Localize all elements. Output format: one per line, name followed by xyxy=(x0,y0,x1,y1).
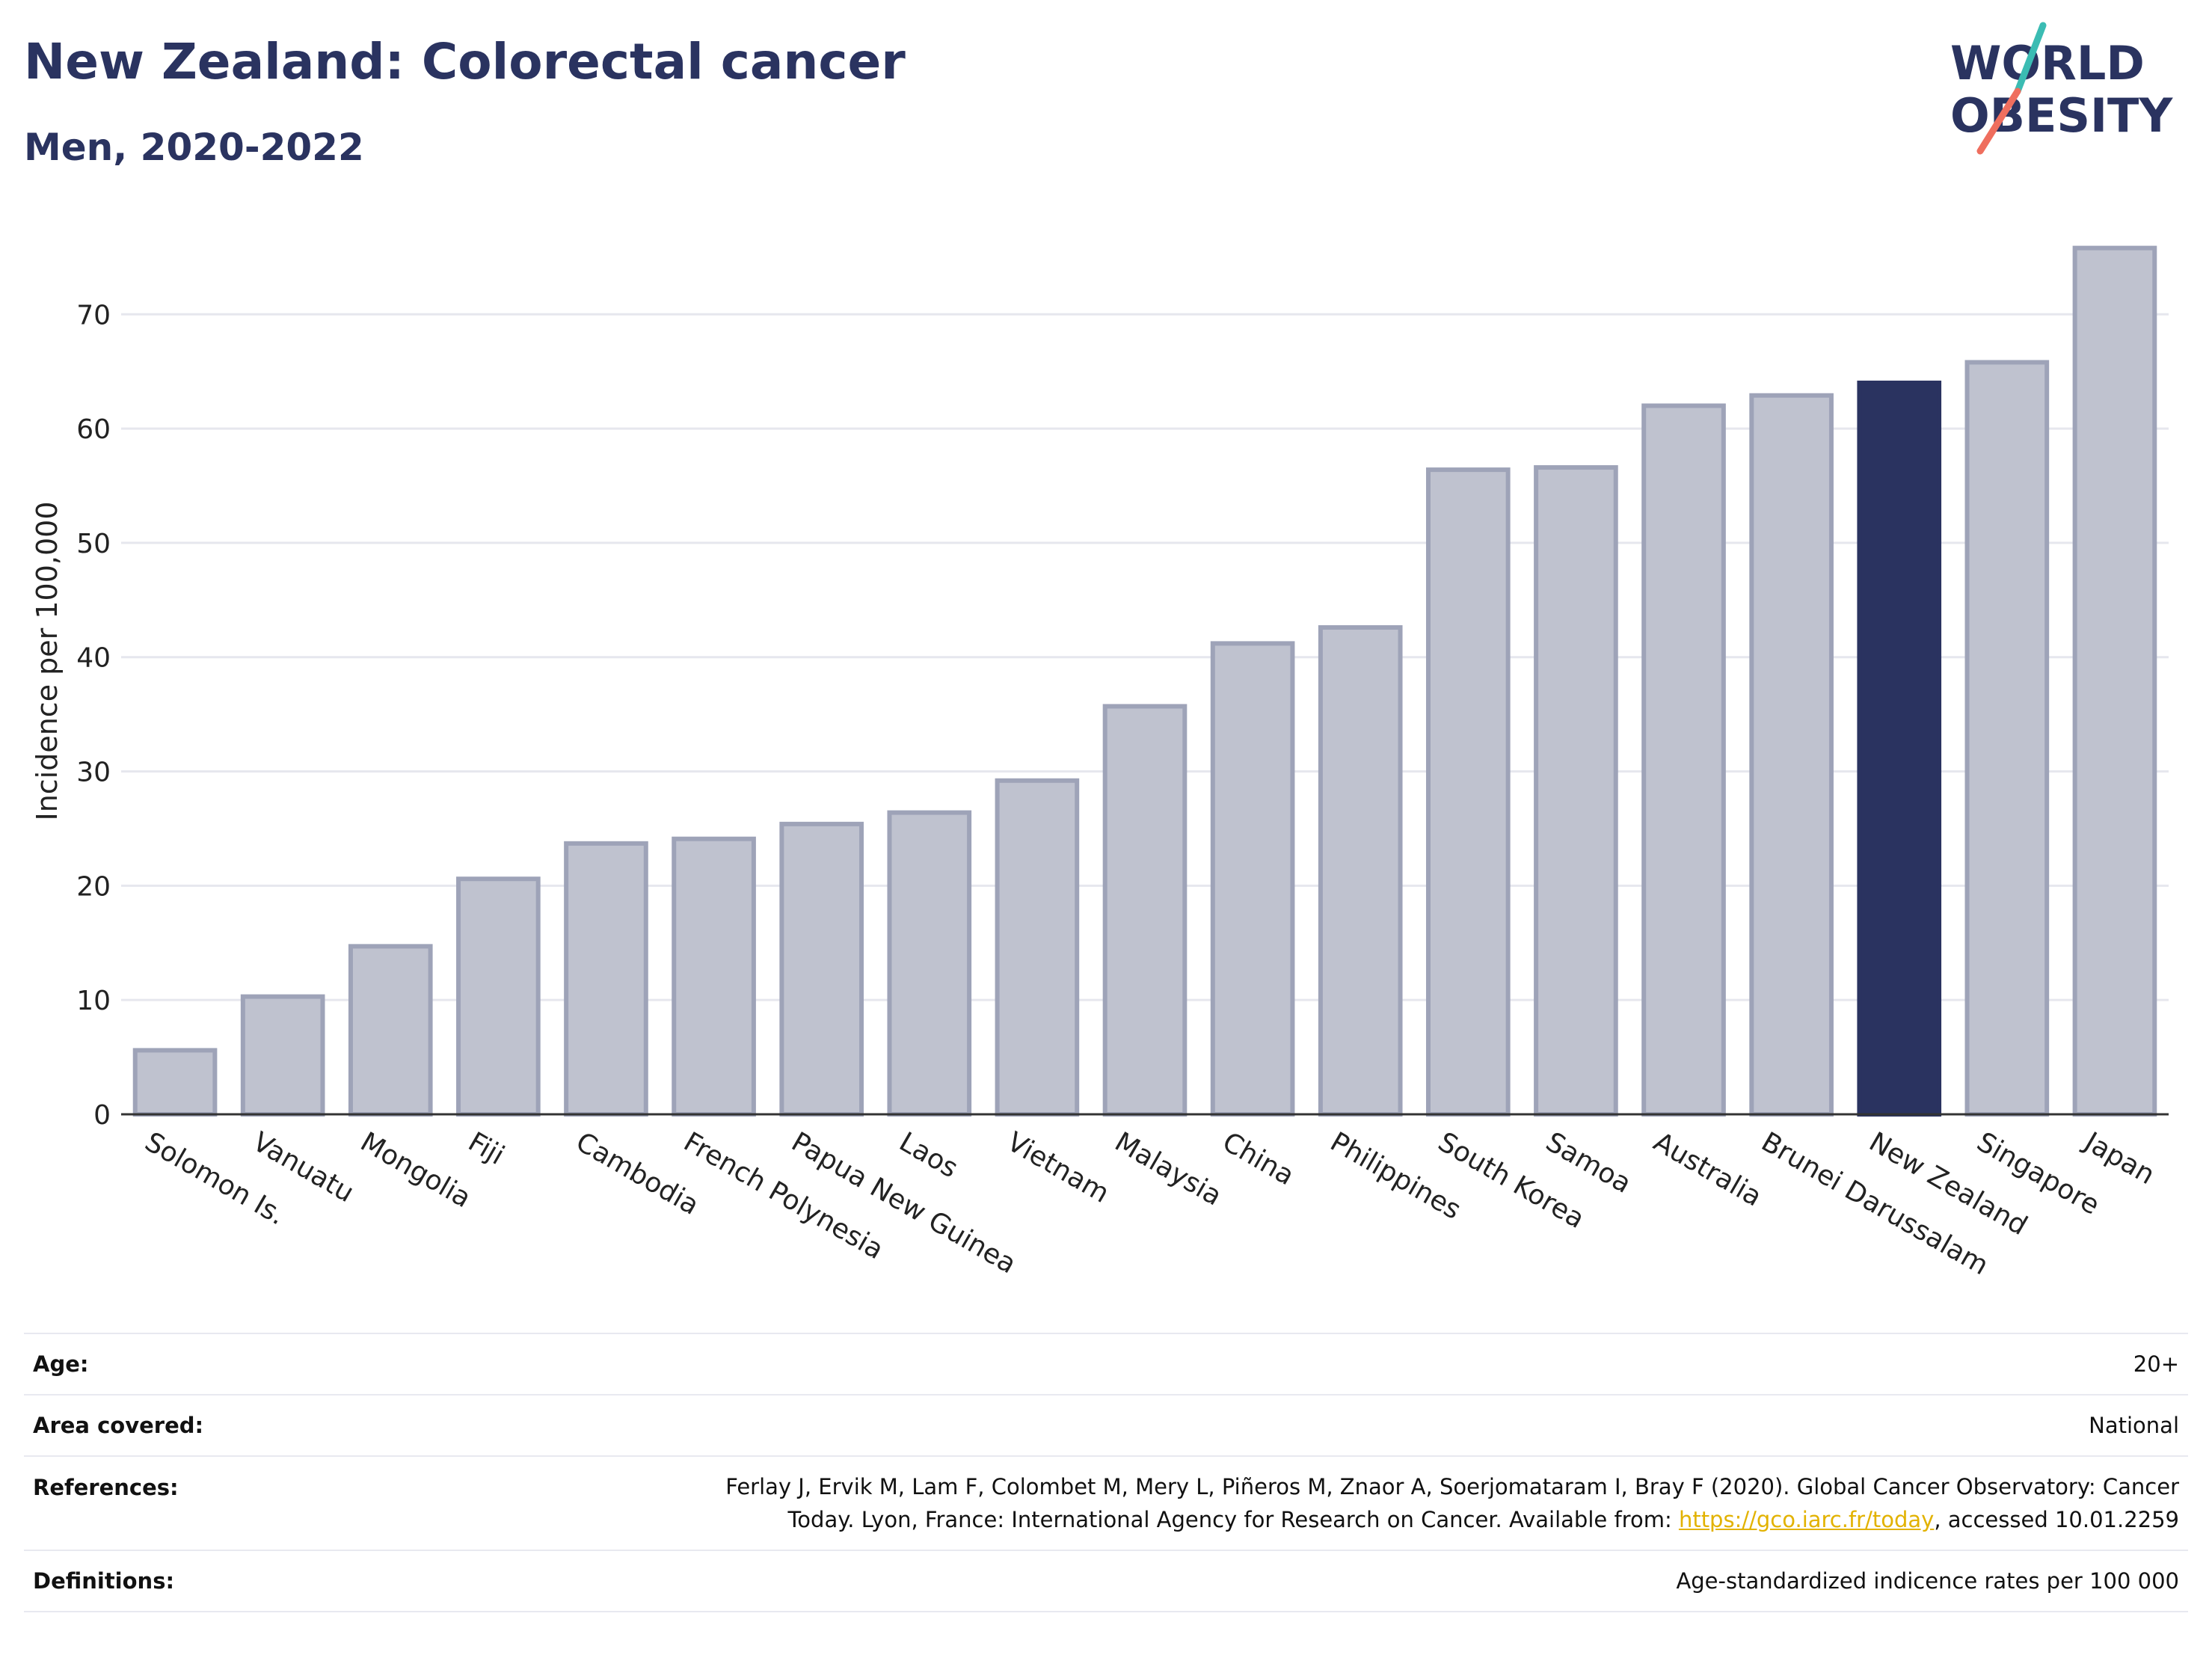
x-tick-label: Australia xyxy=(1648,1126,1766,1212)
bar-philippines xyxy=(1318,624,1403,1117)
bar-new-zealand xyxy=(1857,380,1942,1117)
x-tick-label: China xyxy=(1217,1126,1300,1191)
x-tick-label: Laos xyxy=(894,1126,962,1184)
chart-subtitle: Men, 2020-2022 xyxy=(24,126,364,169)
x-tick-label: Malaysia xyxy=(1110,1126,1227,1212)
x-tick-label: Japan xyxy=(2078,1126,2160,1191)
definitions-value: Age-standardized indicence rates per 100… xyxy=(341,1550,2188,1612)
references-line-2: Today. Lyon, France: International Agenc… xyxy=(350,1503,2179,1536)
x-tick-label: Vietnam xyxy=(1002,1126,1114,1209)
x-tick-label: Cambodia xyxy=(571,1126,704,1221)
bar-fiji xyxy=(456,876,541,1117)
x-tick-label: Mongolia xyxy=(355,1126,476,1214)
area-value: National xyxy=(341,1394,2188,1456)
y-axis-label: Incidence per 100,000 xyxy=(31,501,64,820)
info-row-age: Age: 20+ xyxy=(24,1333,2188,1395)
bars xyxy=(132,245,2157,1117)
bar-south-korea xyxy=(1425,467,1511,1117)
bar-solomon-is xyxy=(132,1048,218,1117)
references-accessed: , accessed 10.01.2259 xyxy=(1934,1507,2179,1532)
info-row-area: Area covered: National xyxy=(24,1394,2188,1456)
logo-slash-teal xyxy=(2014,22,2047,95)
logo-slash-coral xyxy=(1976,87,2021,155)
y-tick-label: 30 xyxy=(76,758,111,788)
area-label: Area covered: xyxy=(24,1394,341,1456)
y-tick-label: 60 xyxy=(76,414,111,445)
chart-title: New Zealand: Colorectal cancer xyxy=(24,33,906,90)
y-tick-label: 0 xyxy=(93,1100,111,1131)
y-tick-label: 20 xyxy=(76,871,111,902)
references-text: Today. Lyon, France: International Agenc… xyxy=(787,1507,1679,1532)
bar-french-polynesia xyxy=(672,836,756,1117)
x-tick-label: Fiji xyxy=(463,1126,509,1171)
info-row-definitions: Definitions: Age-standardized indicence … xyxy=(24,1550,2188,1612)
references-label: References: xyxy=(24,1455,341,1550)
bar-cambodia xyxy=(564,841,648,1117)
bar-japan xyxy=(2072,245,2157,1117)
bar-papua-new-guinea xyxy=(779,821,864,1117)
info-row-references: References: Ferlay J, Ervik M, Lam F, Co… xyxy=(24,1455,2188,1550)
references-link[interactable]: https://gco.iarc.fr/today xyxy=(1678,1507,1935,1532)
bar-china xyxy=(1210,641,1295,1117)
age-value: 20+ xyxy=(341,1333,2188,1395)
bar-australia xyxy=(1641,403,1726,1117)
references-value: Ferlay J, Ervik M, Lam F, Colombet M, Me… xyxy=(341,1455,2188,1550)
definitions-label: Definitions: xyxy=(24,1550,341,1612)
bar-malaysia xyxy=(1102,704,1188,1117)
references-line-1: Ferlay J, Ervik M, Lam F, Colombet M, Me… xyxy=(725,1474,2179,1499)
y-tick-label: 70 xyxy=(76,300,111,331)
bar-samoa xyxy=(1534,465,1618,1117)
bar-singapore xyxy=(1964,360,2050,1117)
y-tick-label: 10 xyxy=(76,986,111,1016)
age-label: Age: xyxy=(24,1333,341,1395)
logo-text-world: WORLD xyxy=(1950,36,2145,90)
info-table: Age: 20+ Area covered: National Referenc… xyxy=(24,1333,2188,1612)
y-tick-label: 50 xyxy=(76,529,111,559)
y-tick-label: 40 xyxy=(76,643,111,674)
bar-vanuatu xyxy=(240,994,325,1117)
world-obesity-logo: WORLD OBESITY xyxy=(1950,22,2173,155)
y-tick-labels: 0 10 20 30 40 50 60 70 xyxy=(76,300,111,1131)
bar-laos xyxy=(887,810,972,1117)
x-tick-label: French Polynesia xyxy=(678,1126,888,1265)
bar-vietnam xyxy=(995,778,1080,1117)
bar-brunei-darussalam xyxy=(1749,393,1834,1117)
bar-mongolia xyxy=(348,944,433,1117)
